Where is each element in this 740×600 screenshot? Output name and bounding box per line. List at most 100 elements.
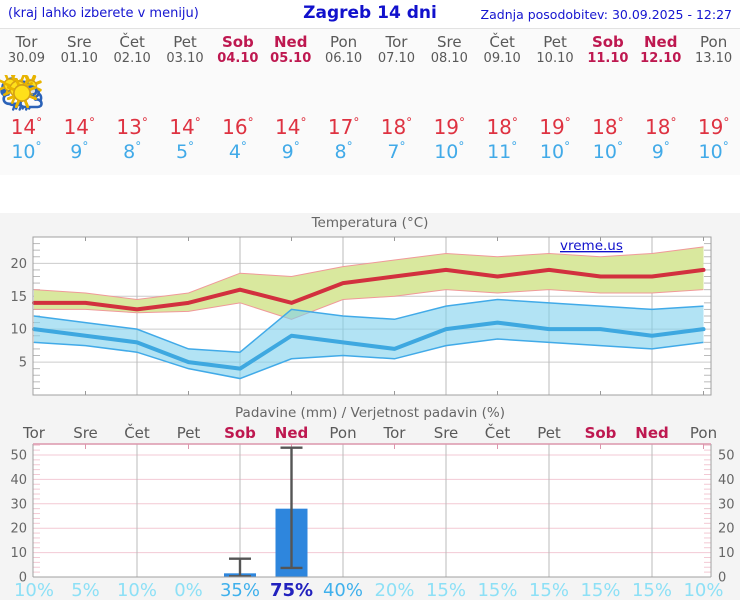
header: (kraj lahko izberete v meniju) Zagreb 14… xyxy=(0,0,740,28)
high-temp: 14° xyxy=(169,115,201,139)
high-temp: 18° xyxy=(486,115,518,139)
precip-probability: 15% xyxy=(426,580,466,600)
temp-ytick-label: 5 xyxy=(19,356,27,371)
precip-day-label: Pon xyxy=(690,424,717,442)
precip-probability: 35% xyxy=(220,580,260,600)
weather-icon-slot xyxy=(7,75,634,113)
forecast-day: Ned 12.10 18° 9° xyxy=(7,29,687,175)
low-temp: 5° xyxy=(175,139,195,163)
precip-ytick-label-left: 50 xyxy=(10,448,27,463)
weather-icon-slot xyxy=(7,75,476,113)
low-temp: 7° xyxy=(387,139,406,163)
precip-probability: 10% xyxy=(117,580,157,600)
low-temp: 9° xyxy=(281,139,300,163)
day-date: 13.10 xyxy=(694,51,733,66)
weather-icon-slot xyxy=(1,75,264,113)
day-name: Pet xyxy=(173,33,197,51)
precip-ytick-label-right: 30 xyxy=(718,497,735,512)
day-date: 01.10 xyxy=(60,51,98,66)
high-temp: 19° xyxy=(433,115,466,139)
min_temp_range-band xyxy=(34,299,704,379)
day-name: Pet xyxy=(543,33,567,51)
day-date: 12.10 xyxy=(640,51,682,66)
day-name: Sre xyxy=(66,33,92,51)
day-date: 03.10 xyxy=(166,51,204,66)
temperature-chart: 5 10 15 20 vreme.us xyxy=(10,236,712,396)
precip-day-label: Sob xyxy=(585,424,617,442)
precip-ytick-label-right: 20 xyxy=(718,522,735,537)
precip-ytick-label-left: 40 xyxy=(10,473,27,488)
min_temp_range-lower-edge xyxy=(33,338,704,380)
forecast-day: Čet 02.10 13° 8° xyxy=(1,29,159,175)
precip-probability: 5% xyxy=(71,580,100,600)
precipitation-whisker xyxy=(229,557,251,578)
day-name: Sob xyxy=(591,33,624,51)
day-date: 06.10 xyxy=(324,51,363,66)
day-name: Tor xyxy=(15,33,38,51)
precip-probability: 15% xyxy=(632,580,672,600)
precip-day-label: Tor xyxy=(22,424,46,442)
low-temp: 10° xyxy=(592,139,623,163)
day-date: 09.10 xyxy=(483,51,521,66)
precip-probability: 10% xyxy=(683,580,723,600)
precip-day-label: Pon xyxy=(329,424,356,442)
high-temp: 19° xyxy=(697,115,730,139)
low-temp: 8° xyxy=(123,139,142,163)
precip-probability: 0% xyxy=(174,580,203,600)
forecast-day: Sre 08.10 19° 10° xyxy=(7,29,476,175)
temp-ytick-label: 15 xyxy=(10,290,27,305)
precip-day-label: Ned xyxy=(275,424,308,442)
low-temp: 9° xyxy=(651,139,670,163)
forecast-day: Sob 11.10 18° 10° xyxy=(7,29,634,175)
weather-icon-slot xyxy=(7,75,582,113)
min_temp_range-upper-edge xyxy=(33,298,704,353)
weather-icon-slot xyxy=(2,75,370,113)
low-temp: 8° xyxy=(334,139,353,163)
day-date: 08.10 xyxy=(430,51,468,66)
forecast-day: Sre 01.10 14° 9° xyxy=(1,29,106,175)
high-temp: 18° xyxy=(592,115,624,139)
precip-day-label: Ned xyxy=(635,424,668,442)
forecast-day: Pet 03.10 14° 5° xyxy=(7,29,212,175)
day-date: 10.10 xyxy=(536,51,574,66)
low-temp: 4° xyxy=(228,139,247,163)
precip-day-label: Sob xyxy=(224,424,256,442)
high-temp: 18° xyxy=(380,115,413,139)
menu-hint: (kraj lahko izberete v meniju) xyxy=(8,6,199,21)
sun-shape xyxy=(7,78,37,108)
precip-probability: 40% xyxy=(323,580,363,600)
day-name: Sob xyxy=(221,33,254,51)
precip-day-label: Čet xyxy=(485,423,511,442)
day-date: 30.09 xyxy=(7,51,46,66)
day-name: Pon xyxy=(329,33,358,51)
precip-day-label: Tor xyxy=(383,424,407,442)
weather-icon-slot xyxy=(3,75,423,113)
precip-ytick-label-left: 30 xyxy=(10,497,27,512)
temperature-chart-title: Temperatura (°C) xyxy=(311,215,429,231)
watermark-link[interactable]: vreme.us xyxy=(560,238,623,254)
precip-ytick-label-right: 50 xyxy=(718,448,735,463)
precip-ytick-label-right: 40 xyxy=(718,473,735,488)
precip-probability: 15% xyxy=(580,580,620,600)
high-temp: 18° xyxy=(645,115,677,139)
forecast-day: Tor 07.10 18° 7° xyxy=(3,29,423,175)
high-temp: 13° xyxy=(116,115,148,139)
min_temp-line xyxy=(32,320,706,371)
high-temp: 19° xyxy=(539,115,571,139)
day-name: Čet xyxy=(119,33,145,51)
precipitation-whisker xyxy=(280,446,303,570)
day-name: Tor xyxy=(385,33,408,51)
precip-ytick-label-left: 10 xyxy=(10,546,27,561)
max_temp_range-upper-edge xyxy=(33,246,704,301)
day-name: Pon xyxy=(700,33,728,51)
forecast-strip: Tor 30.09 14° 10° Sre 01.10 14° 9° Čet 02.10 13° 8°… xyxy=(0,28,740,175)
high-temp: 14° xyxy=(63,115,96,139)
precipitation-chart: Tor Sre Čet Pet Sob Ned Pon Tor Sre Čet Pet Sob Ned P… xyxy=(10,423,735,600)
precip-plot-area xyxy=(33,444,711,577)
temp-plot-border xyxy=(32,236,712,396)
day-date: 05.10 xyxy=(270,51,312,66)
forecast-day: Pet 10.10 19° 10° xyxy=(7,29,582,175)
low-temp: 9° xyxy=(70,139,89,163)
day-date: 11.10 xyxy=(587,51,629,66)
